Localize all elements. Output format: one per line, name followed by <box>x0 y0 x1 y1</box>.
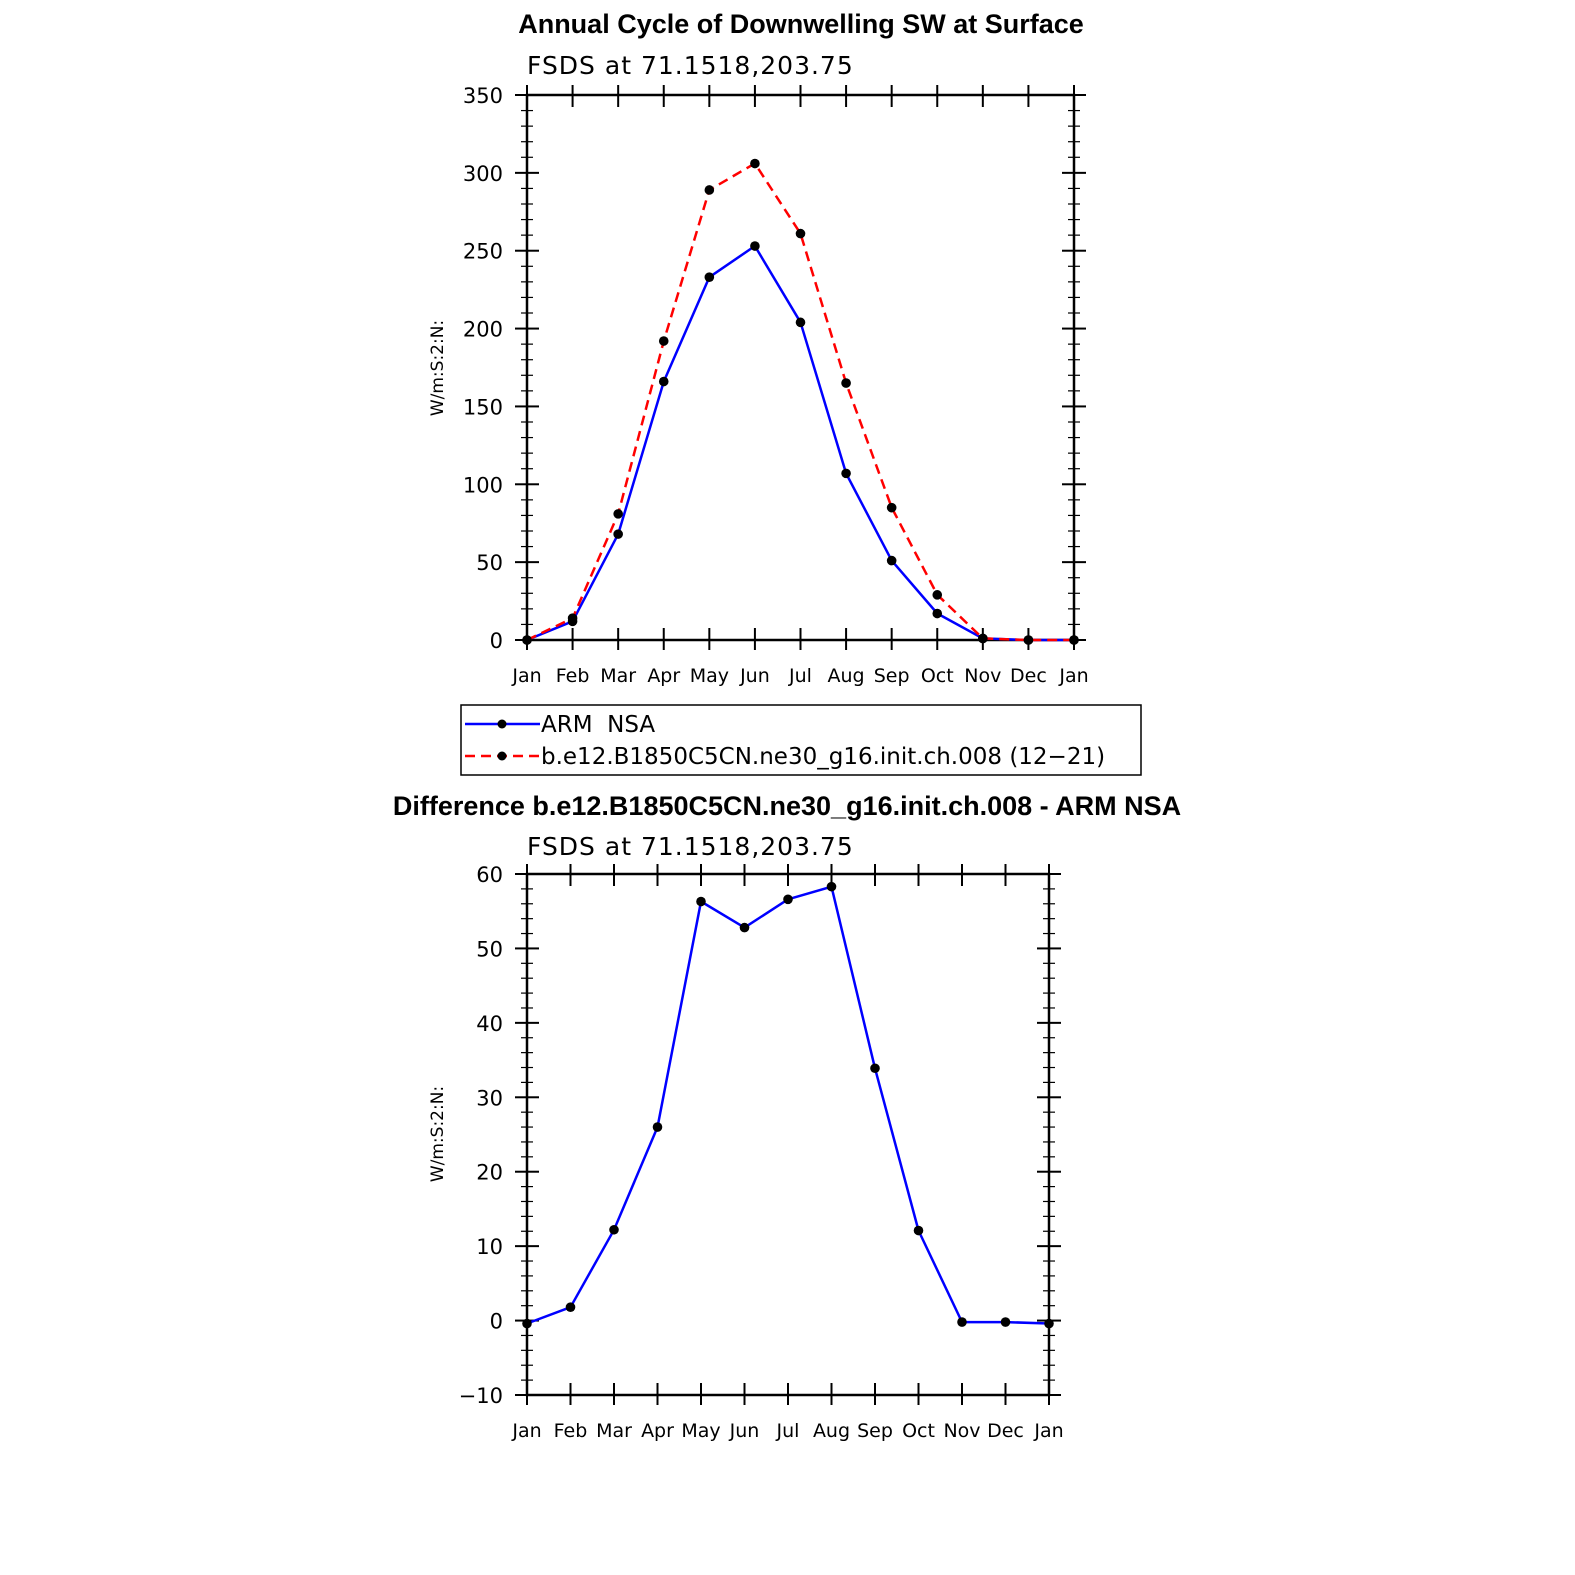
y-tick-label: 250 <box>463 240 503 264</box>
x-tick-label: Oct <box>902 1420 935 1442</box>
y-tick-label: 50 <box>476 551 503 575</box>
y-axis-label: W/m:S:2:N: <box>428 320 448 416</box>
legend: ARM NSA b.e12.B1850C5CN.ne30_g16.init.ch… <box>460 704 1142 776</box>
data-point <box>696 896 706 907</box>
x-tick-label: Feb <box>556 665 590 687</box>
data-point <box>913 1225 924 1236</box>
data-point <box>1069 635 1079 645</box>
data-point <box>886 502 897 513</box>
data-point <box>613 509 623 519</box>
chart-subtitle: FSDS at 71.1518,203.75 <box>527 51 854 80</box>
legend-box <box>460 704 1142 776</box>
x-tick-label: Nov <box>943 1420 980 1442</box>
x-tick-label: Sep <box>857 1420 893 1442</box>
legend-marker-model <box>497 751 507 761</box>
y-tick-label: 0 <box>490 1310 503 1334</box>
data-point <box>704 185 715 195</box>
difference-chart: Difference b.e12.B1850C5CN.ne30_g16.init… <box>393 791 1181 1442</box>
y-tick-label: 20 <box>476 1161 503 1185</box>
x-tick-label: Aug <box>813 1420 850 1442</box>
data-point <box>932 608 943 619</box>
x-tick-label: Oct <box>921 665 954 687</box>
series-line-0 <box>526 244 1074 642</box>
data-point <box>826 881 837 892</box>
series-group <box>522 881 1054 1329</box>
x-tick-label: Aug <box>828 665 865 687</box>
x-tick-label: Jan <box>1058 665 1088 687</box>
data-point <box>795 317 806 328</box>
plot-area: 0 50 100 150 200 250 300 350 Jan Feb Mar Apr May Jun J… <box>463 84 1089 687</box>
data-point <box>795 228 806 239</box>
y-tick-label: 150 <box>463 395 503 419</box>
y-tick-label: 40 <box>476 1012 503 1036</box>
y-tick-label: 30 <box>476 1086 503 1110</box>
legend-label-model: b.e12.B1850C5CN.ne30_g16.init.ch.008 (12… <box>541 744 1105 770</box>
x-tick-label: May <box>690 665 729 687</box>
data-point <box>870 1063 880 1074</box>
x-tick-label: Dec <box>1010 665 1047 687</box>
x-tick-label: Mar <box>600 665 636 687</box>
y-tick-label: 100 <box>463 473 503 497</box>
series-group <box>522 158 1079 645</box>
chart-title: Difference b.e12.B1850C5CN.ne30_g16.init… <box>393 791 1181 821</box>
data-point <box>750 241 760 251</box>
data-point <box>978 633 988 644</box>
x-tick-label: Jun <box>739 665 770 687</box>
x-tick-label: Mar <box>596 1420 632 1442</box>
data-point <box>609 1224 619 1235</box>
data-point <box>522 1318 532 1329</box>
series-line-0 <box>526 885 1050 1325</box>
x-tick-label: Jan <box>1033 1420 1063 1442</box>
data-point <box>613 529 623 539</box>
data-point <box>739 922 750 933</box>
data-point <box>957 1317 967 1327</box>
data-point <box>750 158 760 169</box>
x-tick-label: Jun <box>729 1420 760 1442</box>
data-point <box>658 376 669 387</box>
y-tick-label: 0 <box>490 629 503 653</box>
x-tick-label: May <box>681 1420 720 1442</box>
data-point <box>841 378 851 388</box>
data-point <box>1023 635 1034 645</box>
data-point <box>565 1302 576 1312</box>
y-tick-label: 50 <box>476 937 503 961</box>
data-point <box>1000 1317 1011 1327</box>
y-tick-label: 10 <box>476 1235 503 1259</box>
x-tick-label: Feb <box>554 1420 588 1442</box>
data-point <box>704 272 715 282</box>
y-tick-label: 60 <box>476 863 503 887</box>
y-axis-label: W/m:S:2:N: <box>428 1086 448 1182</box>
y-tick-label: 300 <box>463 162 503 186</box>
data-point <box>658 336 669 346</box>
y-tick-label: −10 <box>459 1384 503 1408</box>
chart-subtitle: FSDS at 71.1518,203.75 <box>527 832 854 861</box>
y-tick-label: 200 <box>463 318 503 342</box>
x-tick-label: Dec <box>987 1420 1024 1442</box>
data-point <box>567 613 578 623</box>
plot-frame <box>525 872 1051 1397</box>
x-tick-label: Jul <box>788 665 812 687</box>
x-tick-label: Jul <box>776 1420 800 1442</box>
chart-title: Annual Cycle of Downwelling SW at Surfac… <box>518 9 1084 39</box>
data-point <box>522 635 532 645</box>
x-tick-label: Sep <box>874 665 910 687</box>
plot-frame <box>525 93 1076 642</box>
annual-cycle-chart: Annual Cycle of Downwelling SW at Surfac… <box>428 9 1089 687</box>
x-tick-label: Apr <box>641 1420 674 1442</box>
data-point <box>652 1122 663 1132</box>
x-tick-label: Jan <box>511 665 541 687</box>
data-point <box>886 555 897 566</box>
plot-area: −10 0 10 20 30 40 50 60 Jan Feb Mar Apr May Jun Jul Aug… <box>459 863 1064 1442</box>
legend-marker-arm-nsa <box>497 719 507 729</box>
data-point <box>783 894 793 905</box>
data-point <box>932 590 943 600</box>
data-point <box>1044 1318 1054 1329</box>
x-tick-label: Nov <box>964 665 1001 687</box>
data-point <box>841 468 851 479</box>
y-tick-label: 350 <box>463 84 503 108</box>
x-tick-label: Jan <box>511 1420 541 1442</box>
x-tick-label: Apr <box>647 665 680 687</box>
legend-label-arm-nsa: ARM NSA <box>541 712 655 738</box>
